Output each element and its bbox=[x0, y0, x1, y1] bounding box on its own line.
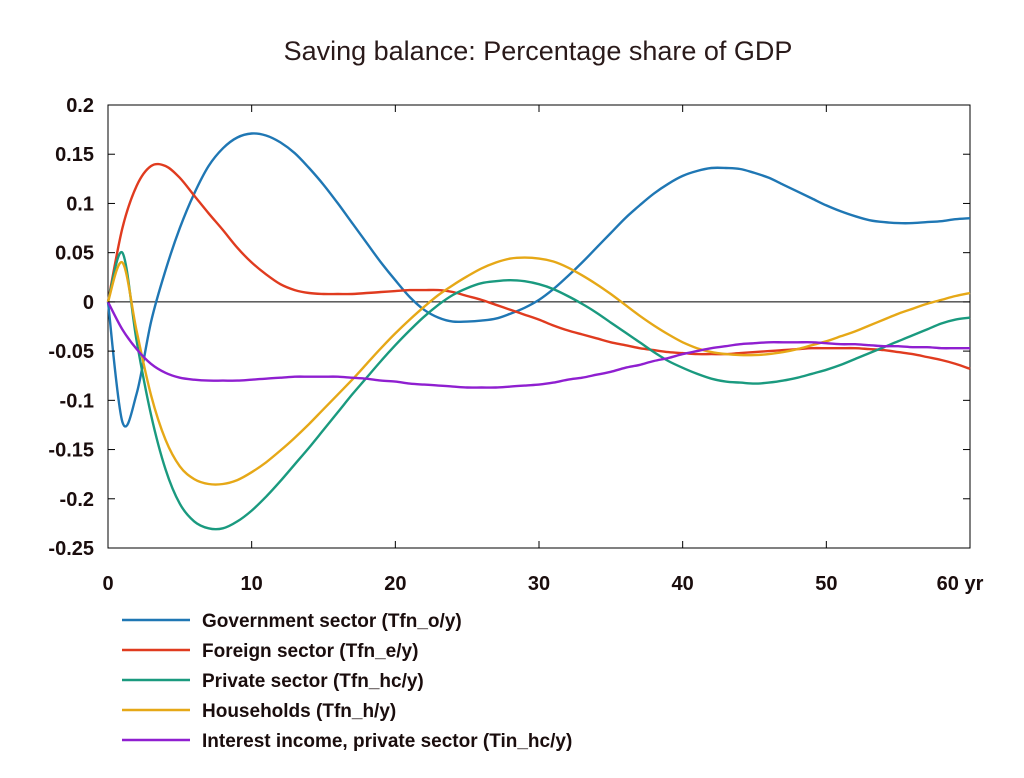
x-tick-label: 40 bbox=[672, 573, 694, 595]
x-axis-ticks: 0 10 20 30 40 50 60 yr bbox=[102, 105, 984, 595]
x-tick-label: 30 bbox=[528, 573, 550, 595]
series-line bbox=[106, 162, 971, 370]
legend-label: Interest income, private sector (Tin_hc/… bbox=[202, 731, 572, 752]
x-tick-label: 0 bbox=[102, 573, 113, 595]
y-tick-label: 0.1 bbox=[66, 193, 94, 215]
x-tick-label: 60 yr bbox=[937, 573, 984, 595]
y-tick-label: 0 bbox=[83, 292, 94, 314]
series-line bbox=[106, 256, 971, 486]
series-lines bbox=[106, 132, 971, 531]
y-tick-label: -0.05 bbox=[48, 341, 94, 363]
chart-title: Saving balance: Percentage share of GDP bbox=[284, 36, 793, 66]
legend-label: Households (Tfn_h/y) bbox=[202, 701, 396, 722]
x-tick-label: 10 bbox=[241, 573, 263, 595]
x-tick-label: 50 bbox=[815, 573, 837, 595]
y-tick-label: 0.15 bbox=[55, 144, 94, 166]
y-tick-label: -0.15 bbox=[48, 440, 94, 462]
legend-label: Foreign sector (Tfn_e/y) bbox=[202, 641, 418, 662]
y-tick-label: -0.1 bbox=[60, 390, 94, 412]
y-tick-label: -0.2 bbox=[60, 489, 94, 511]
y-axis-ticks: 0.2 0.15 0.1 0.05 0 -0.05 -0.1 -0.15 -0.2 -0.25 bbox=[48, 95, 970, 560]
series-line bbox=[106, 132, 971, 428]
legend-label: Government sector (Tfn_o/y) bbox=[202, 611, 462, 632]
y-tick-label: 0.2 bbox=[66, 95, 94, 117]
legend-label: Private sector (Tfn_hc/y) bbox=[202, 671, 424, 692]
y-tick-label: -0.25 bbox=[48, 538, 94, 560]
legend: Government sector (Tfn_o/y) Foreign secto… bbox=[122, 611, 572, 752]
x-tick-label: 20 bbox=[384, 573, 406, 595]
series-line bbox=[106, 251, 971, 531]
y-tick-label: 0.05 bbox=[55, 243, 94, 265]
plot-axes bbox=[107, 104, 971, 549]
series-line bbox=[106, 301, 970, 389]
plot-frame bbox=[107, 104, 971, 549]
